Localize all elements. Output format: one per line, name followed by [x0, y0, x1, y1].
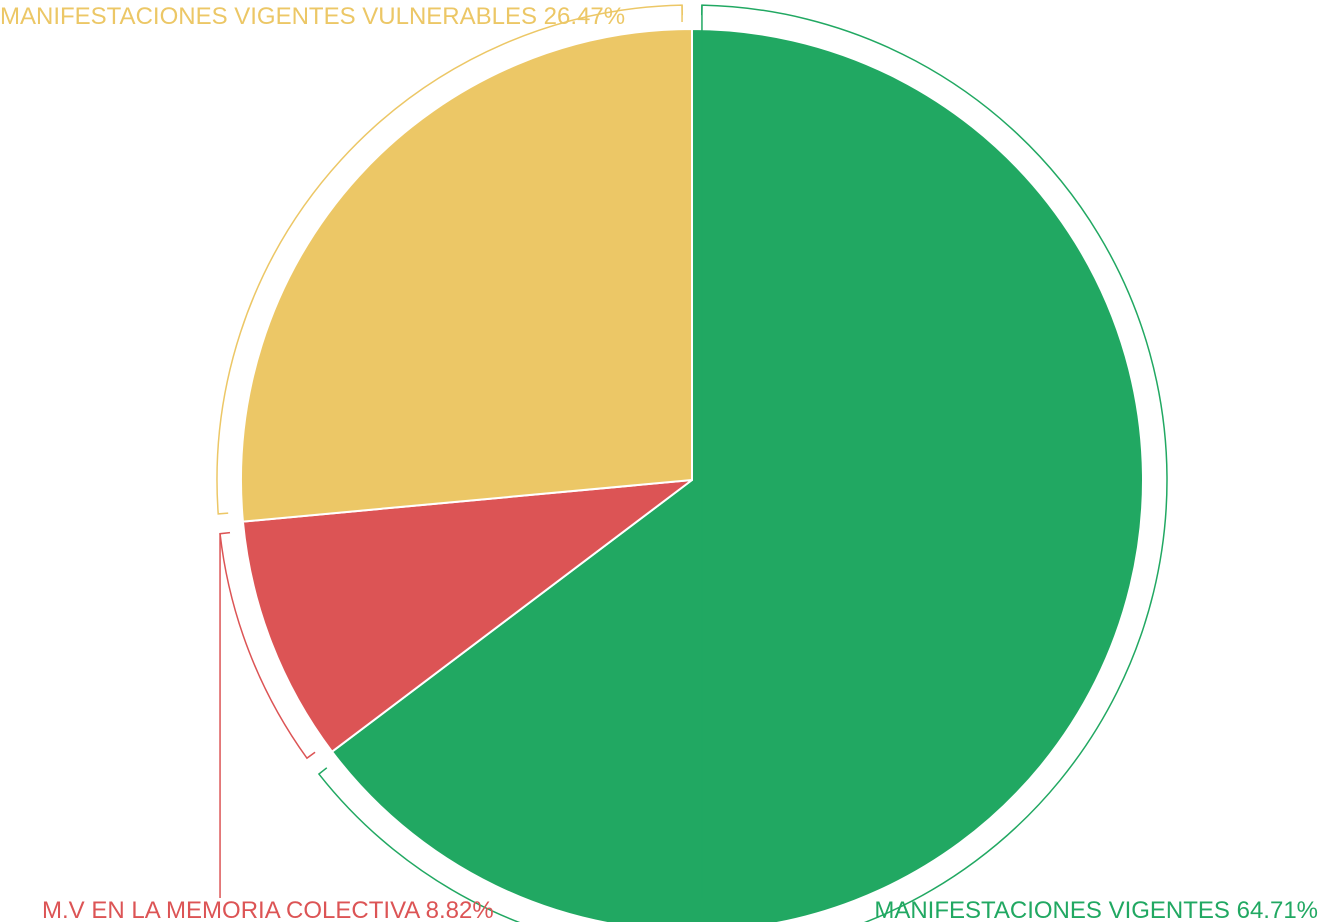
label-bracket-m-v-en-la-memoria-colectiva: [219, 531, 316, 760]
pie-slice-manifestaciones-vigentes-vulnerables[interactable]: [240, 28, 693, 523]
pie-slice-manifestaciones-vigentes[interactable]: [331, 28, 1144, 922]
slice-label-manifestaciones-vigentes-vulnerables: MANIFESTACIONES VIGENTES VULNERABLES 26.…: [0, 3, 625, 30]
pie-slice-m-v-en-la-memoria-colectiva[interactable]: [241, 479, 693, 753]
label-bracket-manifestaciones-vigentes: [317, 4, 1168, 922]
label-brackets-layer: [216, 4, 1168, 922]
slice-label-m-v-en-la-memoria-colectiva: M.V EN LA MEMORIA COLECTIVA 8.82%: [42, 897, 494, 922]
slices-layer: [240, 28, 1144, 922]
slice-label-manifestaciones-vigentes: MANIFESTACIONES VIGENTES 64.71%: [874, 897, 1318, 922]
labels-layer: MANIFESTACIONES VIGENTES 64.71% M.V EN LA…: [0, 3, 1318, 922]
label-bracket-manifestaciones-vigentes-vulnerables: [216, 4, 684, 515]
